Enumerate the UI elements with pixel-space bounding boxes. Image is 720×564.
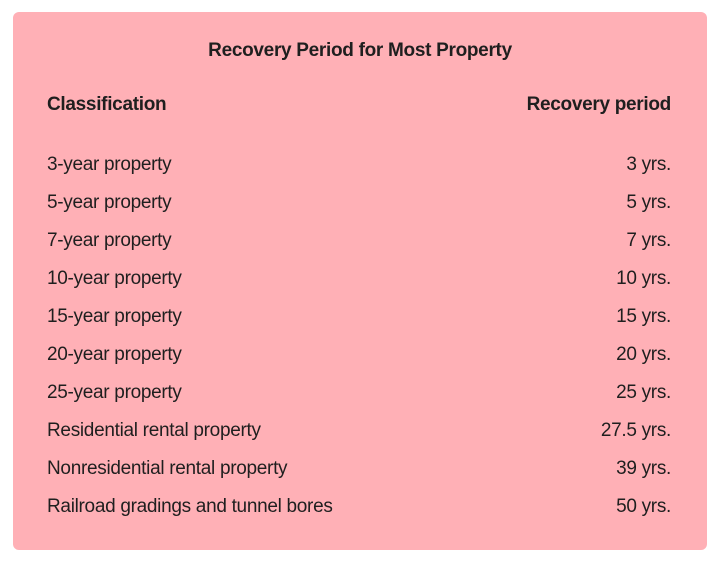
header-classification: Classification: [47, 94, 167, 115]
row-recovery-period: 27.5 yrs.: [600, 420, 671, 441]
table-row: 3-year property 3 yrs.: [47, 152, 671, 190]
row-recovery-period: 25 yrs.: [616, 382, 671, 403]
header-recovery-period: Recovery period: [526, 94, 672, 115]
row-recovery-period: 10 yrs.: [616, 268, 671, 289]
table-body: 3-year property 3 yrs. 5-year property 5…: [47, 152, 671, 532]
table-header: Classification Recovery period: [47, 94, 671, 116]
row-classification: Residential rental property: [47, 420, 261, 441]
table-row: 25-year property 25 yrs.: [47, 380, 671, 418]
row-recovery-period: 50 yrs.: [616, 496, 671, 517]
row-classification: 15-year property: [47, 306, 182, 327]
row-classification: 20-year property: [47, 344, 182, 365]
table-row: Residential rental property 27.5 yrs.: [47, 418, 671, 456]
row-recovery-period: 5 yrs.: [626, 192, 671, 213]
row-recovery-period: 7 yrs.: [626, 230, 671, 251]
row-recovery-period: 3 yrs.: [626, 154, 671, 175]
row-classification: 10-year property: [47, 268, 182, 289]
row-classification: 7-year property: [47, 230, 172, 251]
table-row: 7-year property 7 yrs.: [47, 228, 671, 266]
row-classification: 3-year property: [47, 154, 172, 175]
table-row: Nonresidential rental property 39 yrs.: [47, 456, 671, 494]
table-title: Recovery Period for Most Property: [208, 40, 512, 61]
recovery-period-card: Recovery Period for Most Property Classi…: [13, 12, 707, 550]
table-row: 5-year property 5 yrs.: [47, 190, 671, 228]
table-row: 10-year property 10 yrs.: [47, 266, 671, 304]
row-classification: 25-year property: [47, 382, 182, 403]
row-classification: Nonresidential rental property: [47, 458, 288, 479]
row-recovery-period: 15 yrs.: [616, 306, 671, 327]
table-row: 20-year property 20 yrs.: [47, 342, 671, 380]
table-row: Railroad gradings and tunnel bores 50 yr…: [47, 494, 671, 532]
table-row: 15-year property 15 yrs.: [47, 304, 671, 342]
row-classification: Railroad gradings and tunnel bores: [47, 496, 333, 517]
row-recovery-period: 20 yrs.: [616, 344, 671, 365]
row-recovery-period: 39 yrs.: [616, 458, 671, 479]
row-classification: 5-year property: [47, 192, 172, 213]
